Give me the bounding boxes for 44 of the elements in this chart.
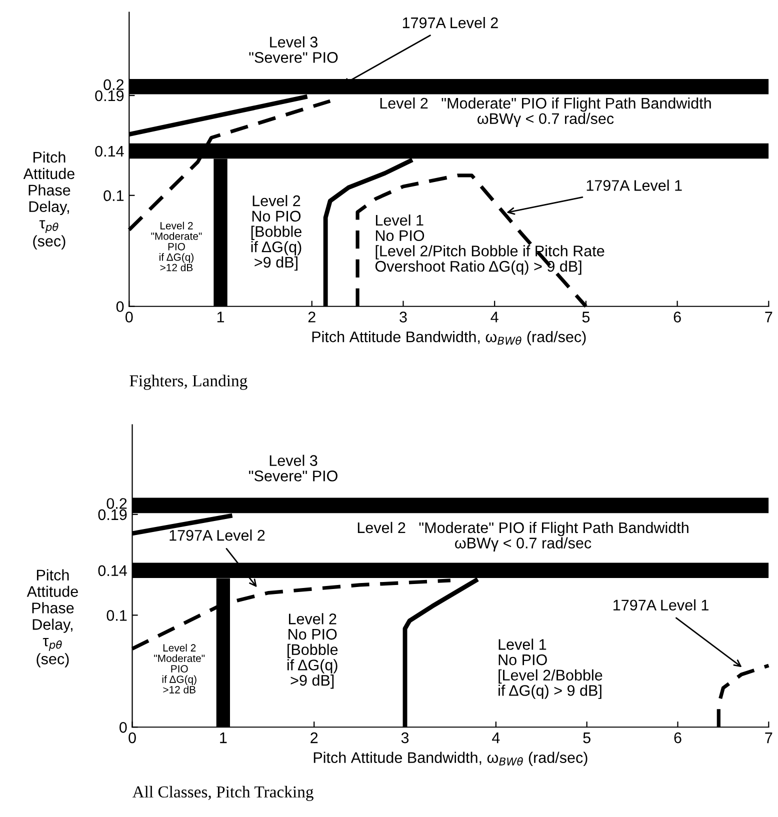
annotation: Level 2 No PIO [Bobble if ΔG(q) >9 dB] bbox=[251, 195, 302, 271]
annotation: 1797A Level 2 bbox=[402, 16, 498, 28]
annotation: Level 2 No PIO [Bobble if ΔG(q) >9 dB] bbox=[287, 613, 338, 689]
annotation: Level 2 "Moderate" PIO if ΔG(q) >12 dB bbox=[151, 222, 202, 272]
y-tick-label: 0 bbox=[116, 301, 124, 312]
x-tick-label: 4 bbox=[490, 312, 498, 322]
y-tick-label: 0.1 bbox=[104, 190, 124, 202]
x-tick-label: 6 bbox=[674, 312, 681, 322]
x-tick-label: 6 bbox=[674, 732, 682, 744]
x-tick-label: 2 bbox=[308, 312, 316, 322]
x-tick-label: 4 bbox=[492, 732, 500, 744]
y-tick-label: 0.19 bbox=[95, 90, 124, 102]
annotation: Level 2 "Moderate" PIO if Flight Path Bandwidth ωBWγ < 0.7 rad/sec bbox=[380, 97, 711, 128]
annotation: Level 3 "Severe" PIO bbox=[249, 454, 338, 482]
x-tick-label: 3 bbox=[400, 312, 407, 322]
y-tick-label: 0.1 bbox=[106, 610, 127, 621]
y-tick-label: 0.2 bbox=[104, 79, 124, 90]
x-tick-label: 5 bbox=[583, 732, 590, 744]
annotation: Level 2 "Moderate" PIO if ΔG(q) >12 dB bbox=[154, 644, 205, 694]
y-tick-label: 0 bbox=[120, 722, 127, 733]
annotation: 1797A Level 1 bbox=[614, 599, 708, 611]
x-tick-label: 0 bbox=[128, 732, 136, 744]
y-tick-label: 0.19 bbox=[98, 509, 127, 520]
annotation: 1797A Level 1 bbox=[586, 180, 682, 191]
x-tick-label: 1 bbox=[220, 732, 227, 744]
y-axis-title: Pitch Attitude Phase Delay, τ$_{pθ}$ (sec) bbox=[26, 569, 78, 668]
text: Fighters, Landing bbox=[130, 374, 248, 390]
annotation: Level 1 No PIO [Level 2/Bobble if ΔG(q) > 9 dB] bbox=[498, 638, 602, 699]
annotation: Level 2 "Moderate" PIO if Flight Path Bandwidth ωBWγ < 0.7 rad/sec bbox=[358, 522, 688, 552]
x-tick-label: 7 bbox=[765, 312, 772, 322]
x-axis-title: Pitch Attitude Bandwidth, ω$_{BWθ}$ (rad/sec) bbox=[312, 331, 586, 346]
x-tick-label: 1 bbox=[217, 312, 224, 322]
x-tick-label: 2 bbox=[310, 732, 318, 744]
y-axis-title: Pitch Attitude Phase Delay, τ$_{pθ}$ (sec) bbox=[23, 151, 74, 250]
annotation: 1797A Level 2 bbox=[170, 530, 265, 541]
x-tick-label: 3 bbox=[401, 732, 409, 744]
annotation: Level 3 "Severe" PIO bbox=[249, 36, 338, 63]
y-tick-label: 0.14 bbox=[98, 565, 127, 576]
y-tick-label: 0.2 bbox=[106, 498, 127, 509]
x-tick-label: 5 bbox=[582, 312, 590, 322]
text: All Classes, Pitch Tracking bbox=[132, 786, 314, 801]
x-tick-label: 7 bbox=[765, 732, 772, 744]
x-axis-title: Pitch Attitude Bandwidth, ω$_{BWθ}$ (rad/sec) bbox=[314, 752, 588, 766]
y-tick-label: 0.14 bbox=[95, 146, 124, 157]
